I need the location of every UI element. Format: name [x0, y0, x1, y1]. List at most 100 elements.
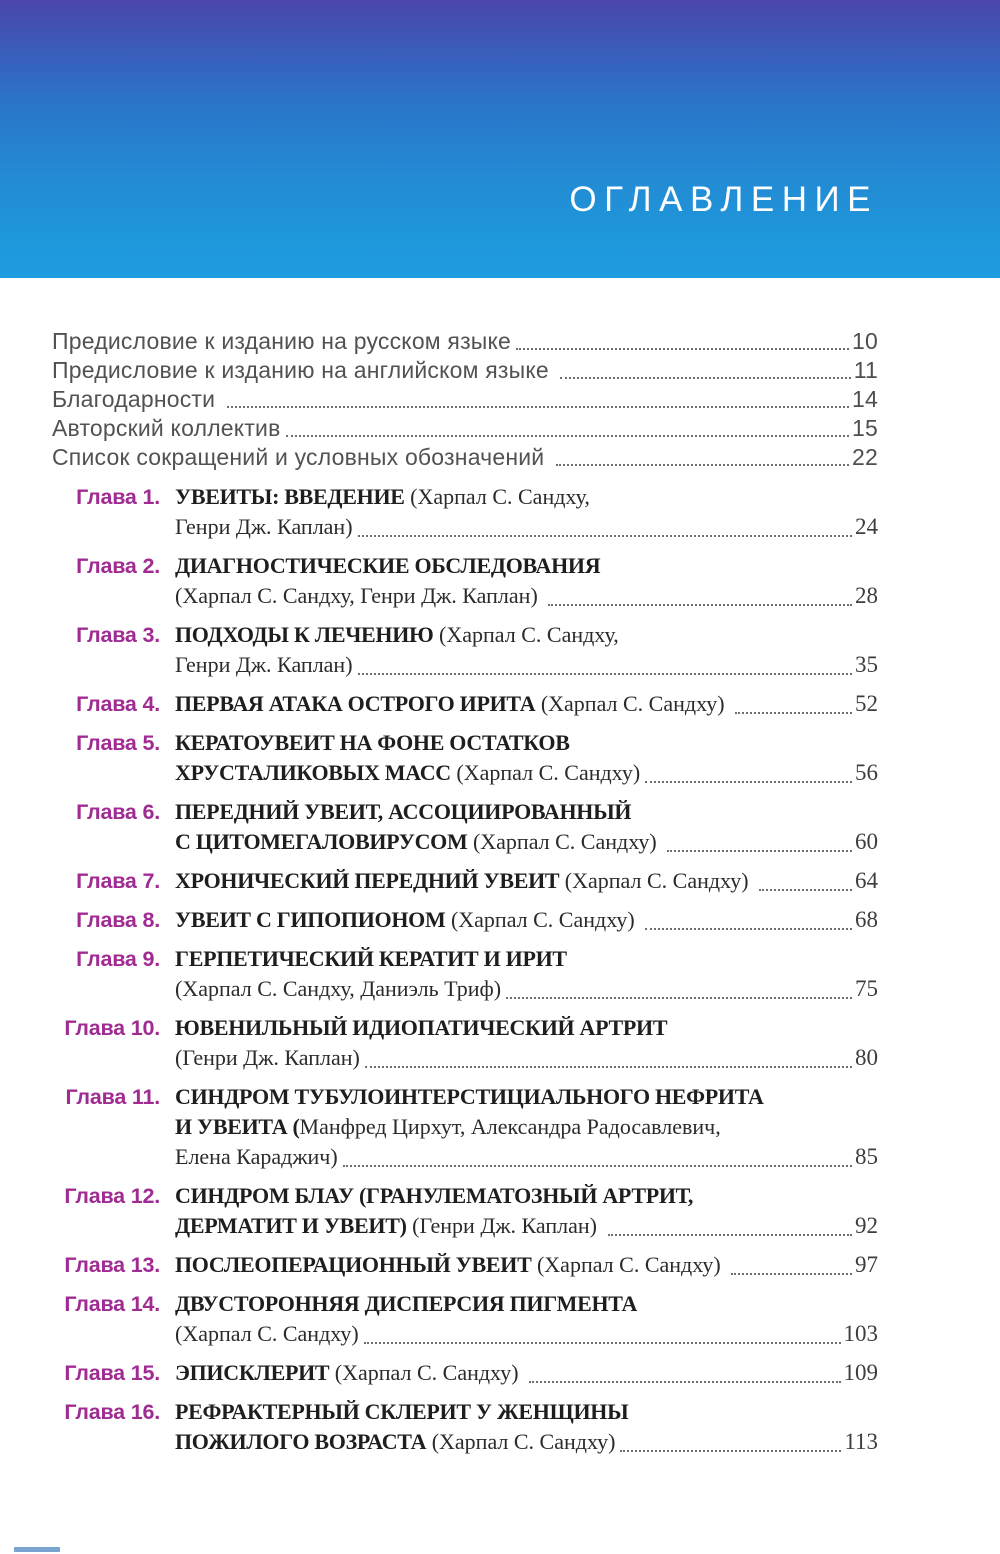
chapter-author-segment: (Генри Дж. Каплан)	[406, 1213, 603, 1238]
chapter-line-text: ДИАГНОСТИЧЕСКИЕ ОБСЛЕДОВАНИЯ	[175, 551, 601, 581]
chapter-body: ДИАГНОСТИЧЕСКИЕ ОБСЛЕДОВАНИЯ (Харпал С. С…	[175, 551, 878, 611]
dotted-leader	[516, 348, 850, 350]
chapter-line-text: УВЕИТ С ГИПОПИОНОМ (Харпал С. Сандху)	[175, 905, 640, 935]
chapter-line-text: СИНДРОМ БЛАУ (ГРАНУЛЕМАТОЗНЫЙ АРТРИТ,	[175, 1181, 693, 1211]
chapter-author-segment: (Харпал С. Сандху)	[531, 1252, 727, 1277]
chapter-author-segment: (Харпал С. Сандху)	[329, 1360, 525, 1385]
chapter-line-text: Генри Дж. Каплан)	[175, 650, 353, 680]
chapter-line: ПЕРВАЯ АТАКА ОСТРОГО ИРИТА (Харпал С. Са…	[175, 689, 878, 719]
chapter-label: Глава 8.	[76, 908, 160, 932]
chapter-list: Глава 1. УВЕИТЫ: ВВЕДЕНИЕ (Харпал С. Санд…	[52, 482, 878, 1457]
chapter-line: ПОДХОДЫ К ЛЕЧЕНИЮ (Харпал С. Сандху,	[175, 620, 878, 650]
chapter-line-text: УВЕИТЫ: ВВЕДЕНИЕ (Харпал С. Сандху,	[175, 482, 590, 512]
chapter-author-segment: (Харпал С. Сандху)	[467, 829, 663, 854]
chapter-author-segment: (Харпал С. Сандху)	[426, 1429, 616, 1454]
chapter-line-text: (Харпал С. Сандху, Генри Дж. Каплан)	[175, 581, 543, 611]
chapter-title-segment: ДВУСТОРОННЯЯ ДИСПЕРСИЯ ПИГМЕНТА	[175, 1291, 638, 1316]
chapter-author-segment: (Харпал С. Сандху, Генри Дж. Каплан)	[175, 583, 544, 608]
page-number: 10	[852, 328, 878, 354]
entry-title: Благодарности	[52, 386, 222, 412]
toc-chapter-entry: Глава 10. ЮВЕНИЛЬНЫЙ ИДИОПАТИЧЕСКИЙ АРТРИ…	[52, 1013, 878, 1073]
chapter-label: Глава 14.	[64, 1292, 160, 1316]
chapter-author-segment: (Харпал С. Сандху)	[559, 868, 755, 893]
page-number: 28	[855, 583, 878, 608]
page-header-banner: ОГЛАВЛЕНИЕ	[0, 0, 1000, 278]
chapter-body: ЮВЕНИЛЬНЫЙ ИДИОПАТИЧЕСКИЙ АРТРИТ (Генри Д…	[175, 1013, 878, 1073]
page-number: 35	[855, 652, 878, 677]
chapter-body: ДВУСТОРОННЯЯ ДИСПЕРСИЯ ПИГМЕНТА (Харпал С…	[175, 1289, 878, 1349]
toc-chapter-entry: Глава 4. ПЕРВАЯ АТАКА ОСТРОГО ИРИТА (Харп…	[52, 689, 878, 719]
chapter-line: ЭПИСКЛЕРИТ (Харпал С. Сандху) 109	[175, 1358, 878, 1388]
page-number: 109	[843, 1360, 879, 1385]
chapter-title-segment: ПОДХОДЫ К ЛЕЧЕНИЮ	[175, 622, 434, 647]
page-number: 103	[843, 1321, 879, 1346]
chapter-body: ПЕРВАЯ АТАКА ОСТРОГО ИРИТА (Харпал С. Са…	[175, 689, 878, 719]
chapter-line-text: ДЕРМАТИТ И УВЕИТ) (Генри Дж. Каплан)	[175, 1211, 603, 1241]
chapter-line-text: ГЕРПЕТИЧЕСКИЙ КЕРАТИТ И ИРИТ	[175, 944, 567, 974]
dotted-leader	[731, 1273, 852, 1275]
dotted-leader	[645, 928, 852, 930]
chapter-title-segment: ПОСЛЕОПЕРАЦИОННЫЙ УВЕИТ	[175, 1252, 532, 1277]
chapter-title-segment: УВЕИТ С ГИПОПИОНОМ	[175, 907, 446, 932]
toc-chapter-entry: Глава 13. ПОСЛЕОПЕРАЦИОННЫЙ УВЕИТ (Харпал…	[52, 1250, 878, 1280]
chapter-body: ХРОНИЧЕСКИЙ ПЕРЕДНИЙ УВЕИТ (Харпал С. Са…	[175, 866, 878, 896]
chapter-author-segment: (Харпал С. Сандху,	[433, 622, 619, 647]
chapter-line-text: ХРОНИЧЕСКИЙ ПЕРЕДНИЙ УВЕИТ (Харпал С. Са…	[175, 866, 754, 896]
chapter-line-text: ПОСЛЕОПЕРАЦИОННЫЙ УВЕИТ (Харпал С. Сандх…	[175, 1250, 726, 1280]
chapter-title-segment: ПОЖИЛОГО ВОЗРАСТА	[175, 1429, 427, 1454]
dotted-leader	[759, 889, 852, 891]
toc-front-matter-entry: Список сокращений и условных обозначений…	[52, 442, 878, 471]
dotted-leader	[607, 1234, 852, 1236]
chapter-author-segment: Генри Дж. Каплан)	[175, 514, 353, 539]
chapter-label: Глава 9.	[76, 947, 160, 971]
chapter-title-segment: ДЕРМАТИТ И УВЕИТ)	[175, 1213, 407, 1238]
chapter-line: (Харпал С. Сандху, Даниэль Триф) 75	[175, 974, 878, 1004]
page-number: 68	[855, 907, 878, 932]
toc-chapter-entry: Глава 14. ДВУСТОРОННЯЯ ДИСПЕРСИЯ ПИГМЕНТА…	[52, 1289, 878, 1349]
chapter-label: Глава 13.	[64, 1253, 160, 1277]
entry-title: Список сокращений и условных обозначений	[52, 444, 551, 470]
chapter-line: (Харпал С. Сандху, Генри Дж. Каплан) 28	[175, 581, 878, 611]
dotted-leader	[357, 673, 852, 675]
toc-front-matter-entry: Авторский коллектив 15	[52, 413, 878, 442]
chapter-line-text: ДВУСТОРОННЯЯ ДИСПЕРСИЯ ПИГМЕНТА	[175, 1289, 637, 1319]
chapter-label: Глава 11.	[65, 1085, 161, 1109]
chapter-title-segment: РЕФРАКТЕРНЫЙ СКЛЕРИТ У ЖЕНЩИНЫ	[175, 1399, 629, 1424]
page-number: 60	[855, 829, 878, 854]
chapter-author-segment: (Харпал С. Сандху,	[404, 484, 590, 509]
page-number: 11	[853, 357, 878, 383]
chapter-line-text: ХРУСТАЛИКОВЫХ МАСС (Харпал С. Сандху)	[175, 758, 640, 788]
entry-title: Авторский коллектив	[52, 415, 281, 441]
chapter-body: ЭПИСКЛЕРИТ (Харпал С. Сандху) 109	[175, 1358, 878, 1388]
chapter-line-text: ПЕРЕДНИЙ УВЕИТ, АССОЦИИРОВАННЫЙ	[175, 797, 632, 827]
toc-content: Предисловие к изданию на русском языке 10…	[0, 326, 1000, 1457]
page-number: 92	[855, 1213, 878, 1238]
chapter-author-segment: (Харпал С. Сандху, Даниэль Триф)	[175, 976, 502, 1001]
chapter-line: РЕФРАКТЕРНЫЙ СКЛЕРИТ У ЖЕНЩИНЫ	[175, 1397, 878, 1427]
toc-front-matter-entry: Предисловие к изданию на русском языке 10	[52, 326, 878, 355]
chapter-body: УВЕИТЫ: ВВЕДЕНИЕ (Харпал С. Сандху, Генри…	[175, 482, 878, 542]
chapter-line: ЮВЕНИЛЬНЫЙ ИДИОПАТИЧЕСКИЙ АРТРИТ	[175, 1013, 878, 1043]
toc-chapter-entry: Глава 9. ГЕРПЕТИЧЕСКИЙ КЕРАТИТ И ИРИТ (Хар…	[52, 944, 878, 1004]
chapter-title-segment: ПЕРВАЯ АТАКА ОСТРОГО ИРИТА	[175, 691, 536, 716]
chapter-title-segment: СИНДРОМ БЛАУ (ГРАНУЛЕМАТОЗНЫЙ АРТРИТ,	[175, 1183, 694, 1208]
chapter-title-segment: ЭПИСКЛЕРИТ	[175, 1360, 330, 1385]
chapter-label: Глава 10.	[64, 1016, 160, 1040]
chapter-label: Глава 7.	[76, 869, 160, 893]
chapter-body: РЕФРАКТЕРНЫЙ СКЛЕРИТ У ЖЕНЩИНЫ ПОЖИЛОГО В…	[175, 1397, 878, 1457]
chapter-body: ПОДХОДЫ К ЛЕЧЕНИЮ (Харпал С. Сандху, Генр…	[175, 620, 878, 680]
chapter-title-segment: ЮВЕНИЛЬНЫЙ ИДИОПАТИЧЕСКИЙ АРТРИТ	[175, 1015, 668, 1040]
page-number: 97	[855, 1252, 878, 1277]
chapter-line: СИНДРОМ БЛАУ (ГРАНУЛЕМАТОЗНЫЙ АРТРИТ,	[175, 1181, 878, 1211]
chapter-line-text: Елена Караджич)	[175, 1142, 338, 1172]
dotted-leader	[357, 535, 852, 537]
chapter-label: Глава 3.	[76, 623, 160, 647]
chapter-line: (Харпал С. Сандху) 103	[175, 1319, 878, 1349]
chapter-author-segment: (Харпал С. Сандху)	[450, 760, 641, 785]
page-number: 52	[855, 691, 878, 716]
chapter-line-text: ЭПИСКЛЕРИТ (Харпал С. Сандху)	[175, 1358, 524, 1388]
chapter-line: Елена Караджич) 85	[175, 1142, 878, 1172]
chapter-title-segment: С ЦИТОМЕГАЛОВИРУСОМ	[175, 829, 468, 854]
dotted-leader	[548, 604, 852, 606]
page-number: 24	[855, 514, 878, 539]
